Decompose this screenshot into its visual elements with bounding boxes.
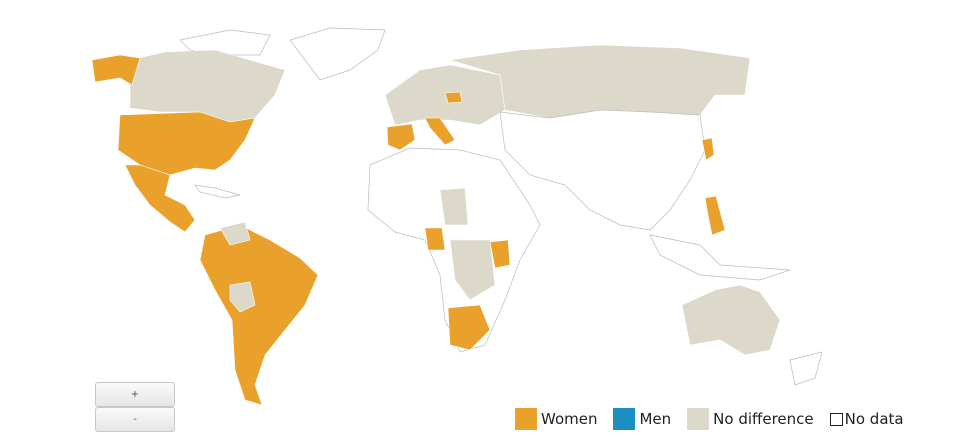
cameroon — [424, 227, 446, 251]
new-zealand — [789, 351, 823, 386]
kenya — [489, 239, 511, 269]
greenland — [289, 27, 386, 81]
zoom-out-button[interactable]: - — [95, 407, 175, 432]
alaska — [91, 54, 141, 86]
venezuela — [219, 221, 251, 246]
legend-item: Women — [515, 408, 597, 430]
caribbean — [194, 184, 241, 199]
legend-swatch — [515, 408, 537, 430]
legend-swatch — [687, 408, 710, 430]
italy — [424, 117, 456, 146]
asia — [499, 109, 706, 231]
legend-item: No data — [829, 410, 904, 428]
japan — [701, 137, 715, 161]
south-africa — [447, 304, 491, 351]
australia — [681, 284, 781, 356]
central-africa — [449, 239, 496, 301]
europe — [384, 64, 506, 126]
bolivia — [229, 281, 256, 313]
indonesia — [649, 234, 791, 281]
legend-item: Men — [613, 408, 671, 430]
legend-swatch — [829, 412, 843, 426]
canada — [129, 49, 286, 123]
legend: Women Men No difference No data — [515, 408, 920, 430]
arctic-islands — [179, 29, 271, 56]
legend-item: No difference — [687, 408, 814, 430]
spain — [386, 123, 416, 151]
legend-label: Women — [541, 410, 598, 428]
legend-swatch — [613, 408, 636, 430]
legend-label: No difference — [713, 410, 814, 428]
usa — [117, 111, 256, 176]
russia — [449, 44, 751, 119]
poland — [444, 91, 463, 104]
legend-label: No data — [844, 410, 904, 428]
legend-label: Men — [639, 410, 672, 428]
south-america — [199, 224, 319, 406]
sudan — [439, 187, 469, 226]
zoom-in-button[interactable]: + — [95, 382, 175, 407]
mexico — [124, 164, 196, 233]
philippines — [704, 195, 726, 236]
